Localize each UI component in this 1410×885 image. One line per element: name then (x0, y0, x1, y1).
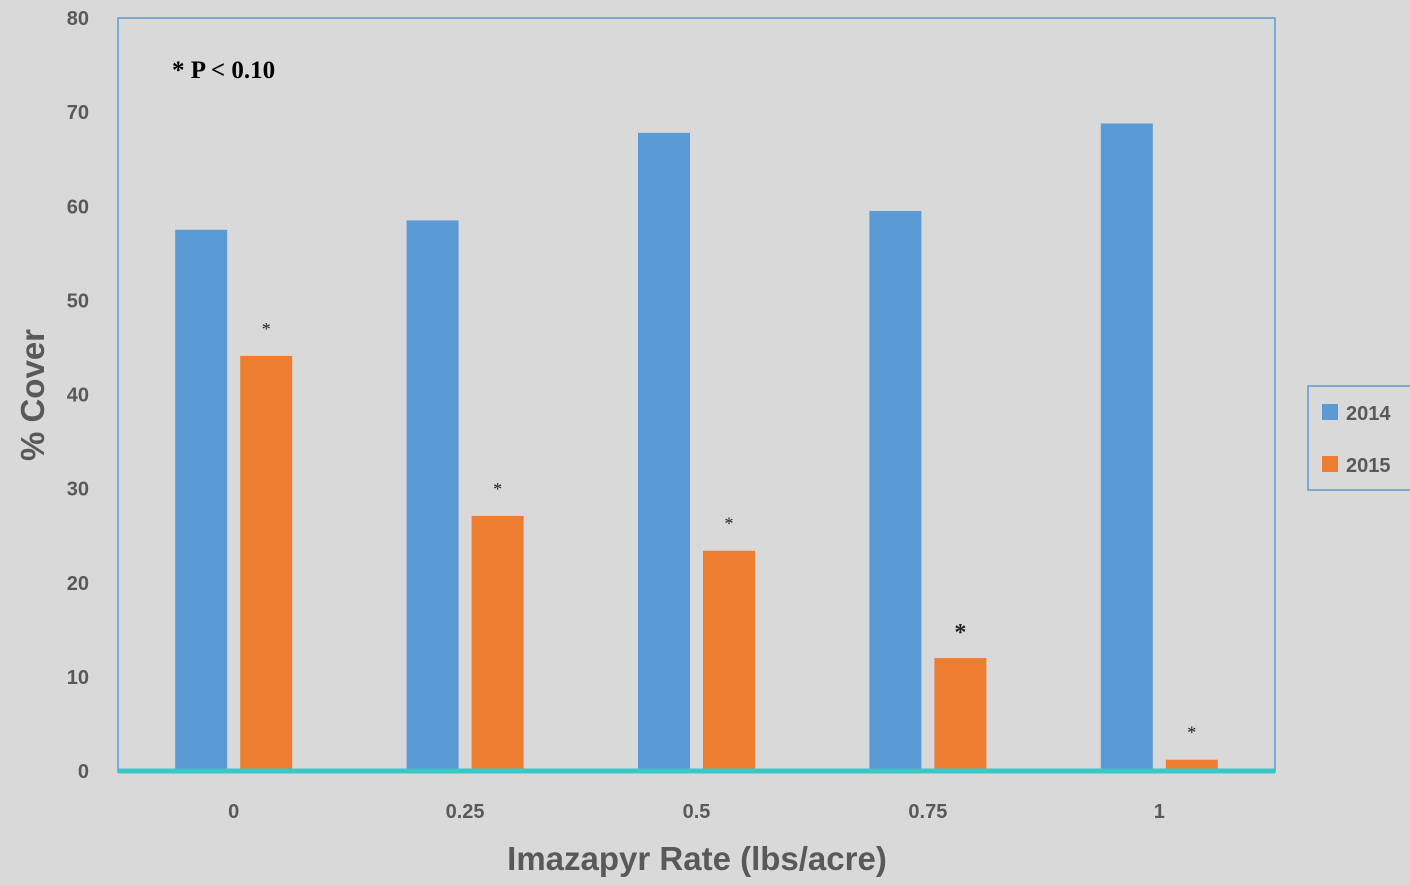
x-axis-ticks: 0 0.25 0.5 0.75 1 (228, 801, 1165, 823)
x-tick-label: 1 (1154, 801, 1165, 823)
bars-group (175, 123, 1218, 772)
significance-marker: * (493, 479, 502, 499)
legend-box (1307, 385, 1410, 491)
bar-2014-0.25 (406, 220, 459, 771)
bar-2014-0.5 (638, 132, 690, 771)
x-tick-label: 0 (228, 801, 239, 823)
significance-markers: * * * * * (262, 319, 1197, 743)
y-tick-label: 10 (67, 667, 89, 689)
legend: 2014 2015 (1307, 385, 1410, 491)
bar-2015-0 (240, 355, 293, 771)
y-tick-label: 70 (67, 102, 89, 124)
y-tick-label: 40 (67, 385, 89, 407)
bar-2015-0.25 (471, 515, 524, 771)
y-axis-title: % Cover (14, 329, 51, 461)
y-tick-label: 50 (67, 290, 89, 312)
bar-2014-1 (1100, 123, 1153, 772)
x-axis-title: Imazapyr Rate (lbs/acre) (507, 840, 887, 877)
x-tick-label: 0.75 (908, 801, 947, 823)
x-tick-label: 0.25 (446, 801, 485, 823)
y-tick-label: 60 (67, 196, 89, 218)
y-tick-label: 0 (78, 761, 89, 783)
significance-marker: * (1187, 723, 1196, 743)
bar-2015-0.5 (703, 550, 755, 771)
y-tick-label: 80 (67, 8, 89, 30)
significance-annotation: * P < 0.10 (172, 57, 275, 84)
bar-2014-0 (175, 229, 228, 771)
legend-label-2014: 2014 (1346, 403, 1391, 425)
significance-marker: * (725, 514, 734, 534)
y-tick-label: 30 (67, 479, 89, 501)
legend-label-2015: 2015 (1346, 455, 1391, 477)
legend-swatch-2015 (1322, 456, 1338, 472)
significance-marker: * (262, 319, 271, 339)
bar-2015-0.75 (934, 658, 987, 771)
bar-2015-1 (1165, 759, 1218, 771)
bar-2014-0.75 (869, 210, 922, 772)
significance-marker: * (954, 620, 966, 646)
legend-swatch-2014 (1322, 404, 1338, 420)
y-axis-ticks: 0 10 20 30 40 50 60 70 80 (67, 8, 89, 783)
x-tick-label: 0.5 (683, 801, 711, 823)
y-tick-label: 20 (67, 573, 89, 595)
